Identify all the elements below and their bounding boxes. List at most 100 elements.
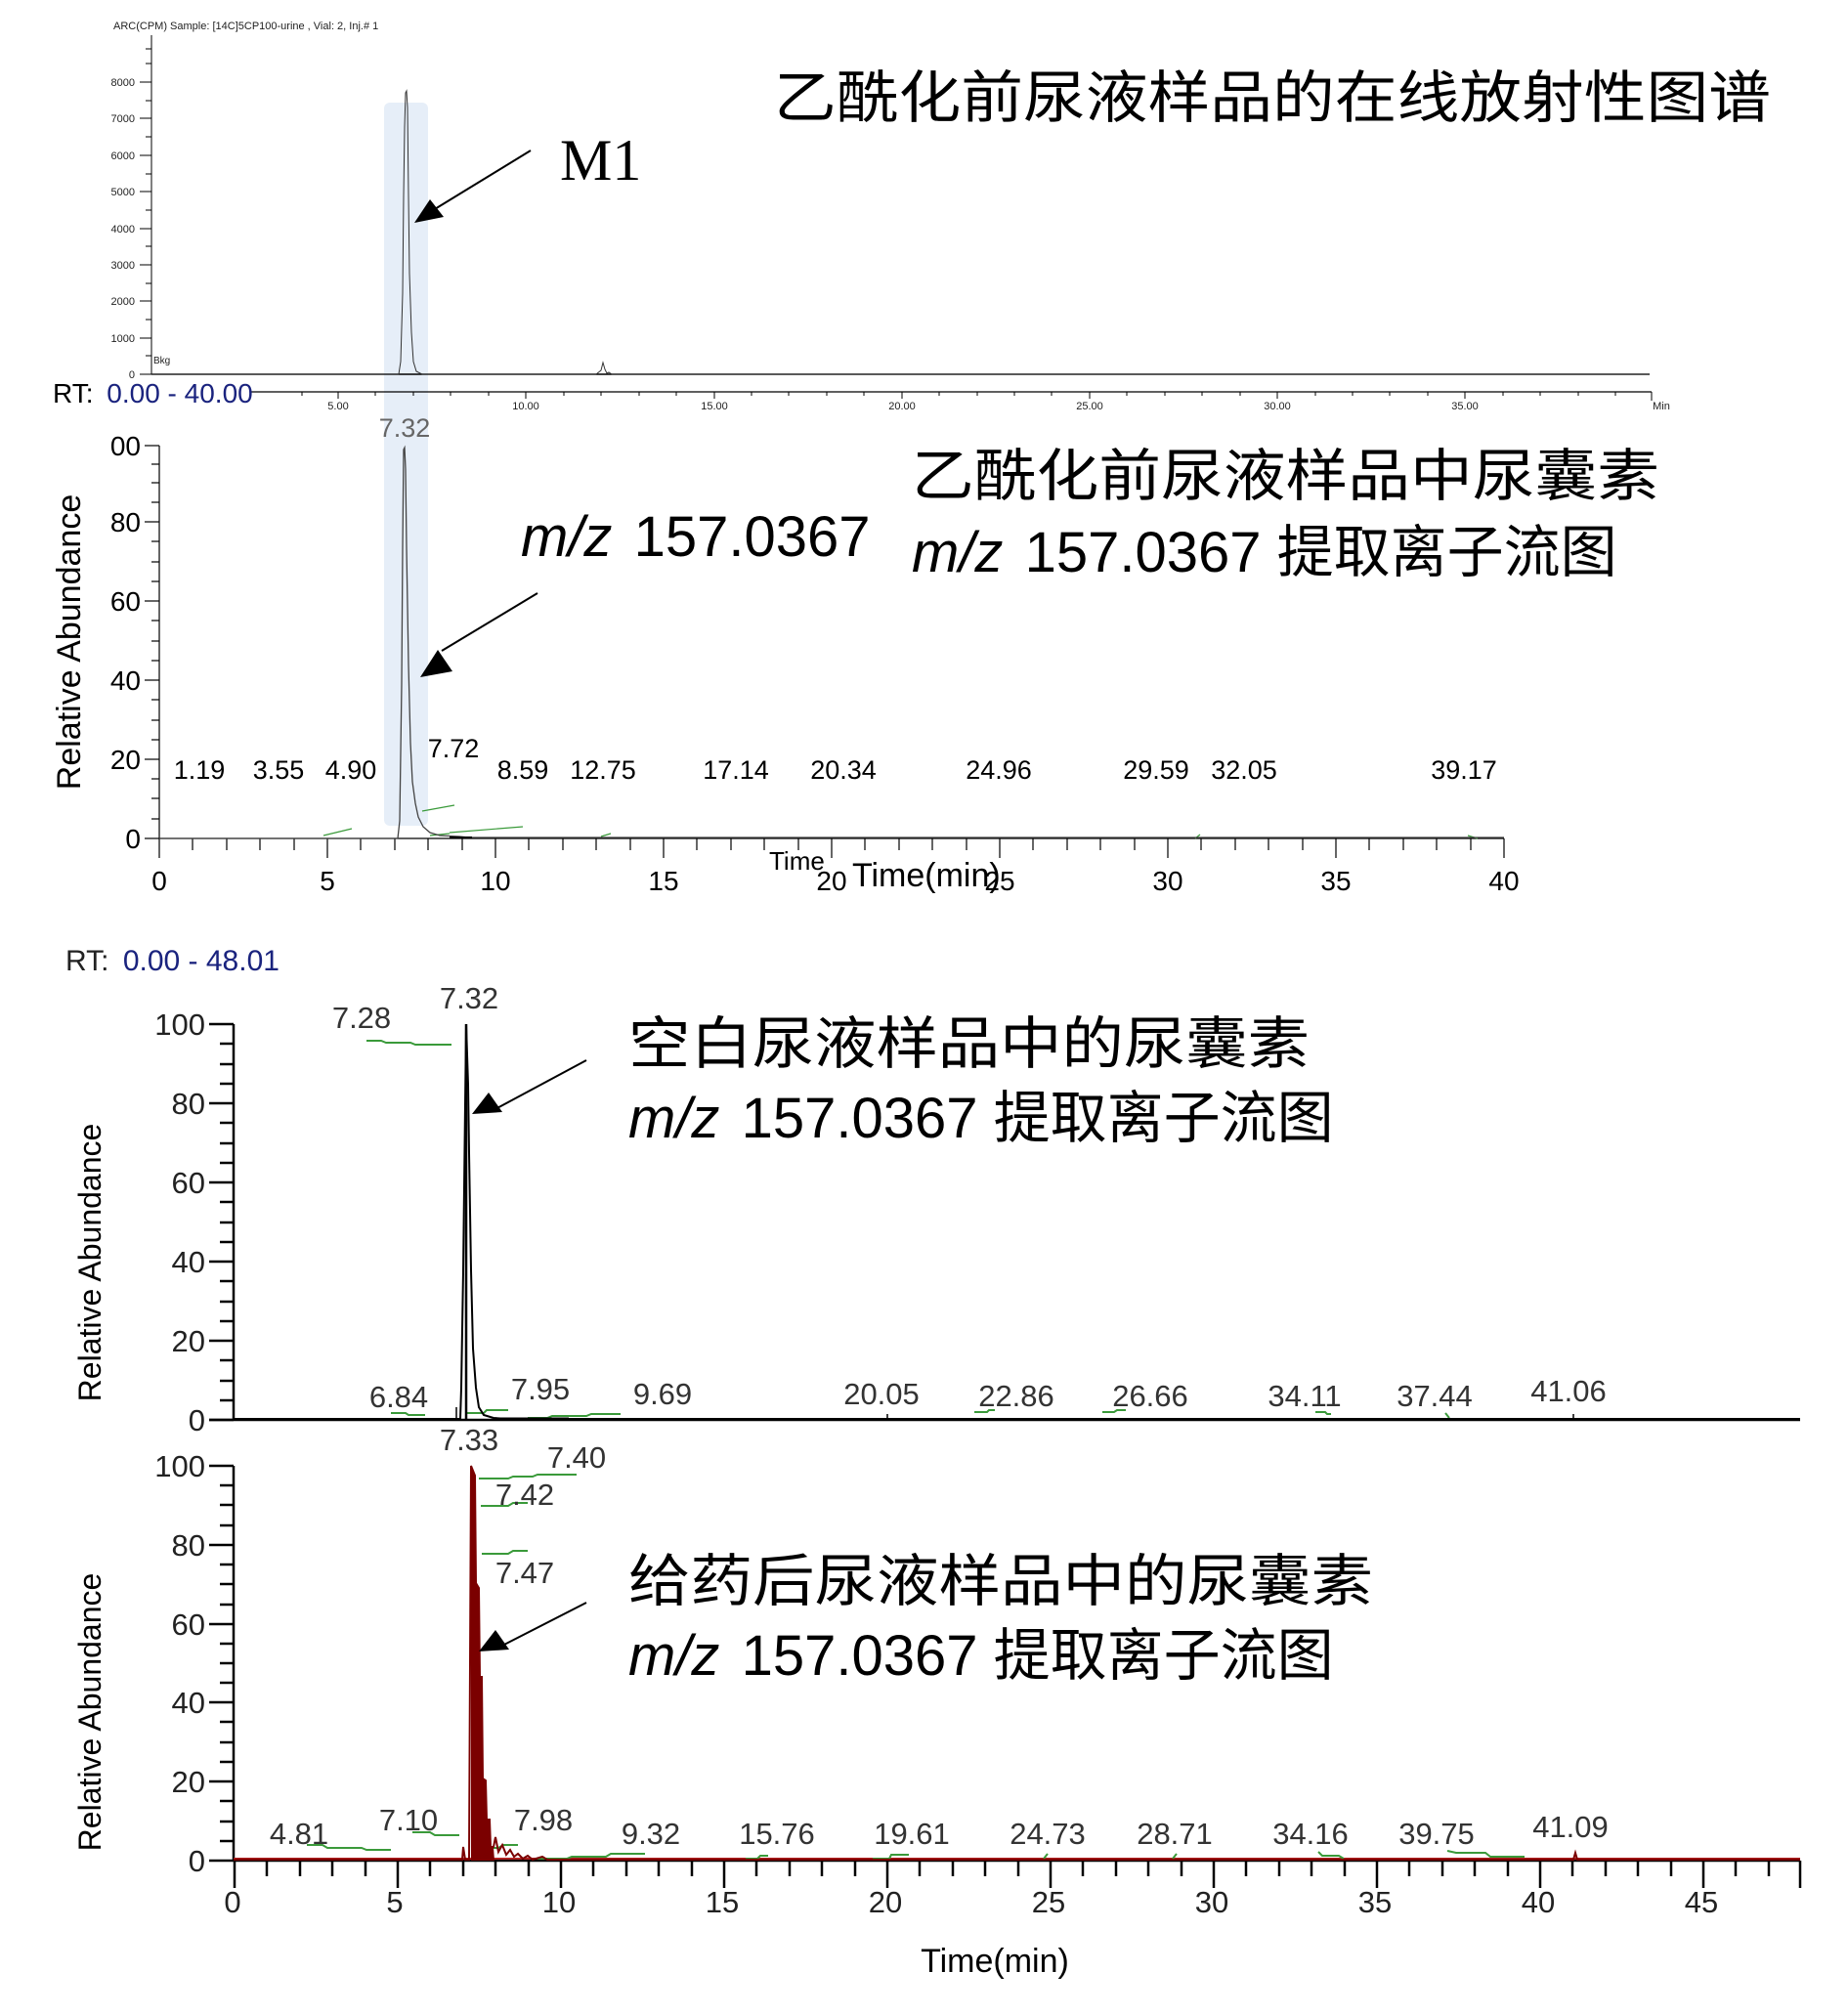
panel4-title-line1: 给药后尿液样品中的尿囊素 <box>628 1548 1373 1614</box>
panel2-y-ticks <box>145 445 159 839</box>
svg-text:5000: 5000 <box>111 187 135 198</box>
panel2-x-ticks <box>158 838 1505 858</box>
panel2-left-mz-label: m/z 157.0367 <box>521 505 870 569</box>
panel1-header: ARC(CPM) Sample: [14C]5CP100-urine , Via… <box>113 21 378 32</box>
panel2-trace <box>159 445 1504 839</box>
svg-text:20: 20 <box>110 745 141 775</box>
panel3-arrow-shaft <box>493 1059 587 1111</box>
svg-text:80: 80 <box>172 1087 205 1121</box>
svg-text:7000: 7000 <box>111 113 135 125</box>
panel3-y-ticks <box>209 1022 234 1422</box>
svg-text:15.76: 15.76 <box>739 1817 815 1851</box>
svg-text:39.75: 39.75 <box>1398 1817 1475 1851</box>
svg-text:20.00: 20.00 <box>888 401 916 412</box>
svg-text:15: 15 <box>706 1885 739 1919</box>
panel4-arrow-head-icon <box>479 1630 509 1651</box>
svg-text:4000: 4000 <box>111 224 135 236</box>
panel3-y-axis-label: Relative Abundance <box>72 1124 107 1402</box>
panel4-y-axis-label: Relative Abundance <box>72 1573 107 1852</box>
svg-text:30: 30 <box>1195 1885 1228 1919</box>
svg-text:20: 20 <box>869 1885 902 1919</box>
svg-text:7.47: 7.47 <box>495 1556 554 1590</box>
panel2-x-tick-labels: 0 5 10 15 20 25 30 35 40 <box>151 866 1519 896</box>
svg-text:60: 60 <box>172 1608 205 1642</box>
svg-text:41.09: 41.09 <box>1532 1810 1609 1844</box>
panel3-title-line1: 空白尿液样品中的尿囊素 <box>628 1010 1310 1077</box>
svg-text:35: 35 <box>1358 1885 1392 1919</box>
svg-text:4.90: 4.90 <box>325 755 377 785</box>
panel4-y-ticks <box>209 1464 234 1863</box>
svg-text:37.44: 37.44 <box>1397 1379 1473 1413</box>
svg-text:8.59: 8.59 <box>497 755 549 785</box>
svg-text:7.72: 7.72 <box>428 734 480 763</box>
panel-radio-chromatogram: ARC(CPM) Sample: [14C]5CP100-urine , Via… <box>111 21 1771 826</box>
svg-text:20: 20 <box>816 866 846 896</box>
svg-text:7.33: 7.33 <box>440 1423 498 1457</box>
panel2-y-axis-label: Relative Abundance <box>51 494 88 790</box>
svg-text:0: 0 <box>151 866 167 896</box>
panel4-title-line2: m/z 157.0367 提取离子流图 <box>628 1622 1334 1689</box>
svg-text:0: 0 <box>189 1403 205 1437</box>
svg-text:80: 80 <box>110 507 141 537</box>
svg-text:10.00: 10.00 <box>512 401 539 412</box>
panel4-trace <box>234 1465 1800 1862</box>
panel3-rt-label: RT: 0.00 - 48.01 <box>65 945 279 977</box>
svg-text:25: 25 <box>1032 1885 1065 1919</box>
svg-text:15: 15 <box>648 866 678 896</box>
panel4-x-ticks <box>233 1861 1802 1888</box>
svg-text:30: 30 <box>1152 866 1182 896</box>
svg-text:3.55: 3.55 <box>253 755 305 785</box>
svg-text:34.16: 34.16 <box>1272 1817 1349 1851</box>
panel3-y-tick-labels: 0 20 40 60 80 100 <box>154 1008 205 1437</box>
svg-text:28.71: 28.71 <box>1137 1817 1213 1851</box>
svg-text:7.28: 7.28 <box>332 1001 391 1035</box>
panel4-x-label: Time(min) <box>921 1943 1069 1980</box>
svg-text:7.32: 7.32 <box>440 981 498 1015</box>
svg-text:9.32: 9.32 <box>622 1817 680 1851</box>
svg-text:3000: 3000 <box>111 260 135 272</box>
panel3-title-line2: m/z 157.0367 提取离子流图 <box>628 1085 1334 1151</box>
svg-text:100: 100 <box>154 1449 205 1483</box>
svg-text:5: 5 <box>386 1885 403 1919</box>
m1-label: M1 <box>560 128 641 193</box>
svg-text:39.17: 39.17 <box>1431 755 1497 785</box>
svg-text:40: 40 <box>110 665 141 696</box>
svg-text:2000: 2000 <box>111 296 135 308</box>
panel4-y-tick-labels: 0 20 40 60 80 100 <box>154 1449 205 1878</box>
svg-text:00: 00 <box>110 431 141 461</box>
svg-text:24.96: 24.96 <box>966 755 1032 785</box>
svg-text:25: 25 <box>984 866 1014 896</box>
svg-text:19.61: 19.61 <box>874 1817 950 1851</box>
svg-text:1.19: 1.19 <box>174 755 226 785</box>
svg-text:7.42: 7.42 <box>495 1478 554 1512</box>
svg-text:10: 10 <box>480 866 510 896</box>
m1-arrow-shaft <box>429 150 532 213</box>
panel2-arrow-head-icon <box>420 650 452 677</box>
svg-text:32.05: 32.05 <box>1211 755 1277 785</box>
svg-text:4.81: 4.81 <box>270 1817 328 1851</box>
peak-highlight-band <box>384 103 428 826</box>
panel4-x-tick-labels: 0 5 10 15 20 25 30 35 40 45 <box>224 1885 1718 1919</box>
svg-text:20.34: 20.34 <box>810 755 877 785</box>
svg-text:12.75: 12.75 <box>570 755 636 785</box>
panel-xic-blank-urine: RT: 0.00 - 48.01 0 20 40 60 80 100 Relat… <box>65 945 1800 1437</box>
panel-xic-before-acetylation: RT: 0.00 - 40.00 7.32 0 20 40 60 80 00 <box>51 378 1659 896</box>
svg-text:60: 60 <box>172 1166 205 1200</box>
panel1-title: 乙酰化前尿液样品的在线放射性图谱 <box>774 64 1771 131</box>
svg-text:5: 5 <box>320 866 335 896</box>
panel2-x-label-small: Time <box>769 846 825 876</box>
panel4-trace-fill <box>471 1466 494 1861</box>
panel2-y-tick-labels: 0 20 40 60 80 00 <box>110 431 141 854</box>
panel2-x-label: Time(min) <box>852 857 1001 894</box>
svg-text:7.10: 7.10 <box>379 1803 438 1837</box>
panel3-trace <box>234 1023 1800 1420</box>
panel2-title-line2: m/z 157.0367 提取离子流图 <box>912 519 1617 585</box>
panel2-rt-label: RT: 0.00 - 40.00 <box>53 378 253 408</box>
svg-text:40: 40 <box>172 1686 205 1720</box>
svg-text:9.69: 9.69 <box>633 1377 692 1411</box>
svg-text:1000: 1000 <box>111 333 135 345</box>
panel4-arrow-shaft <box>499 1602 587 1648</box>
svg-text:25.00: 25.00 <box>1076 401 1103 412</box>
panel-xic-dosed-urine: 0 20 40 60 80 100 Relative Abundance <box>72 1423 1802 1980</box>
